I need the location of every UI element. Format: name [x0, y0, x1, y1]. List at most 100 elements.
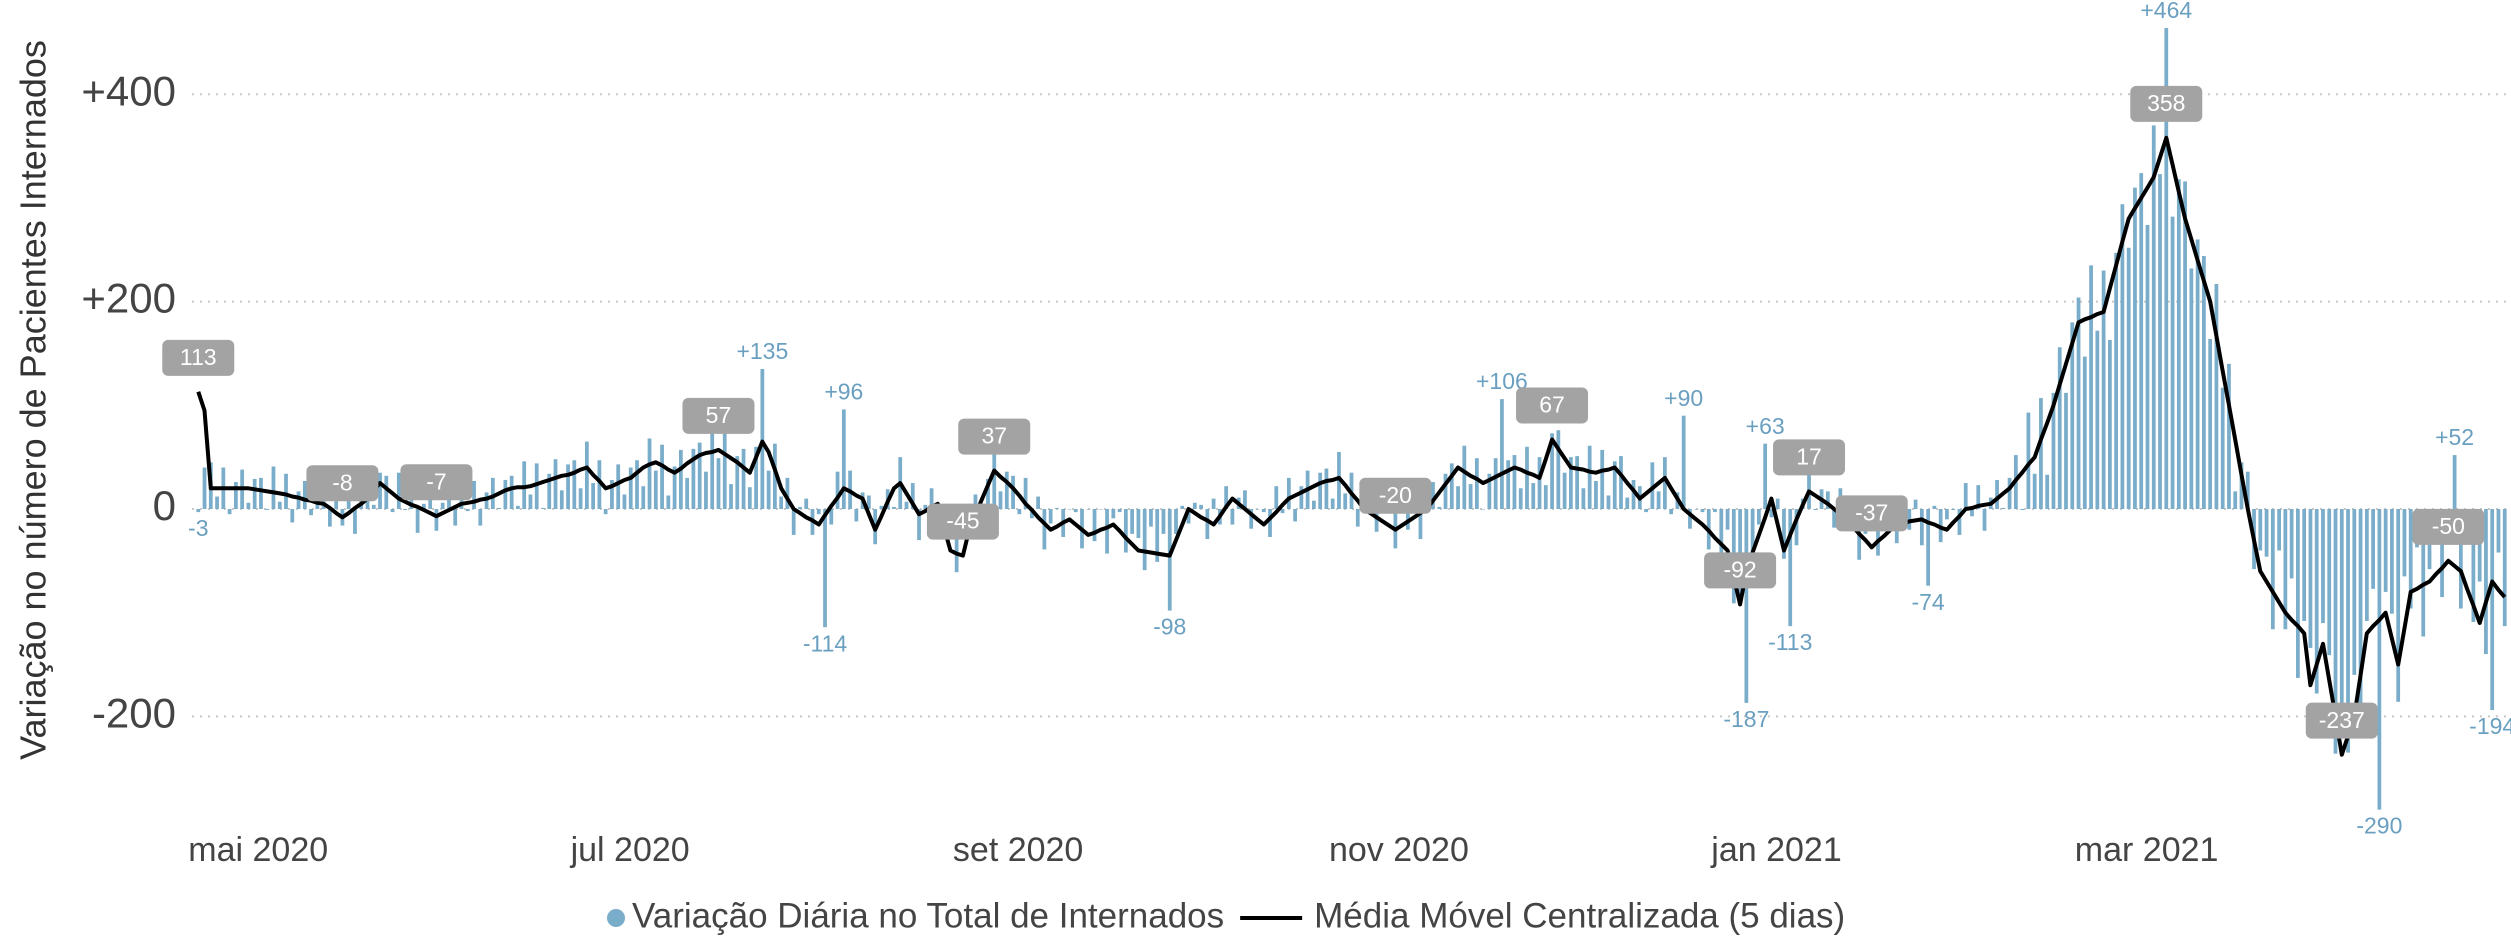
bar	[1543, 485, 1548, 509]
bar	[2001, 507, 2006, 509]
bar	[1612, 461, 1617, 509]
lines	[196, 135, 2507, 757]
line-data-label: -20	[1379, 482, 1412, 508]
bar	[384, 475, 389, 509]
bar	[635, 460, 639, 509]
bar	[415, 508, 420, 533]
line-data-label: -92	[1723, 556, 1756, 582]
bar	[422, 503, 426, 509]
bar	[566, 464, 570, 509]
bar	[2346, 508, 2350, 753]
bar	[1713, 508, 1717, 513]
bar	[1957, 508, 1962, 535]
legend-label: Média Móvel Centralizada (5 dias)	[1314, 896, 1845, 935]
bar	[1481, 508, 1485, 510]
bar	[196, 508, 201, 513]
bar	[2120, 204, 2125, 509]
bar	[403, 508, 407, 511]
bar	[1431, 482, 1435, 509]
bar	[1493, 458, 1498, 509]
bar	[1700, 508, 1705, 513]
bar	[2352, 508, 2357, 675]
bar	[722, 433, 727, 509]
bar	[1192, 502, 1197, 509]
bar	[1500, 399, 1504, 509]
bar	[447, 497, 451, 509]
bar-data-label: +464	[2140, 0, 2192, 23]
bar	[2051, 392, 2056, 509]
line-label-box	[1773, 439, 1846, 476]
bar	[854, 508, 859, 522]
bar	[2070, 322, 2075, 509]
bar	[816, 508, 821, 515]
bar	[528, 494, 533, 509]
bar	[610, 479, 614, 509]
line-label-box	[1359, 477, 1432, 514]
bar	[716, 458, 721, 509]
bar	[2145, 224, 2150, 509]
line-label-box	[682, 397, 755, 434]
bar	[371, 504, 376, 509]
bar	[2026, 412, 2031, 509]
bar	[1280, 508, 1285, 514]
bar	[867, 495, 871, 509]
bar	[1681, 415, 1686, 509]
bar	[541, 507, 545, 509]
bar	[2440, 508, 2444, 598]
bar	[516, 505, 520, 509]
bar	[246, 502, 251, 509]
bar	[1788, 508, 1793, 627]
bar	[2314, 508, 2319, 694]
bar	[1318, 472, 1323, 509]
bar	[1719, 508, 1724, 553]
bars	[196, 27, 2507, 810]
bar-data-label: -98	[1153, 614, 1186, 640]
bar	[2471, 508, 2476, 622]
bar	[309, 508, 313, 516]
bar	[2477, 508, 2482, 582]
bar	[2371, 508, 2375, 589]
bar	[497, 507, 501, 509]
bar	[1832, 508, 1836, 528]
bar	[1161, 508, 1166, 534]
bar	[2208, 338, 2213, 509]
bar	[1963, 483, 1968, 509]
bar	[760, 369, 765, 509]
bar	[1825, 491, 1830, 509]
bar	[2107, 340, 2112, 509]
bar	[2126, 247, 2131, 509]
bar	[2220, 387, 2225, 509]
line-label-box	[162, 339, 235, 376]
bar	[1155, 508, 1160, 562]
bar	[2383, 508, 2388, 592]
bar	[597, 460, 602, 509]
x-tick-label: mar 2021	[2075, 831, 2219, 869]
bar	[503, 479, 508, 509]
bar	[835, 471, 840, 509]
x-tick-label: jan 2021	[1710, 831, 1841, 869]
bar	[440, 502, 445, 509]
bar	[490, 477, 495, 509]
axes: +400 +200 0 -200 mai 2020 jul 2020 set 2020 nov…	[81, 67, 2218, 869]
bar	[1750, 508, 1755, 568]
bar	[472, 480, 476, 509]
bar	[735, 456, 740, 509]
bar	[2007, 477, 2012, 509]
bar	[2076, 297, 2081, 509]
bar	[2164, 27, 2169, 509]
bar	[584, 441, 589, 509]
bar	[1813, 508, 1818, 511]
bar	[2358, 508, 2363, 727]
bar	[2032, 473, 2037, 509]
line-data-label: -8	[332, 469, 352, 495]
bar	[1782, 508, 1786, 559]
bar	[2270, 508, 2275, 630]
bar	[227, 508, 232, 515]
bar	[284, 473, 288, 509]
line-label-box	[400, 464, 473, 501]
bar	[917, 508, 921, 541]
bar	[798, 506, 802, 509]
bar	[2258, 508, 2263, 551]
